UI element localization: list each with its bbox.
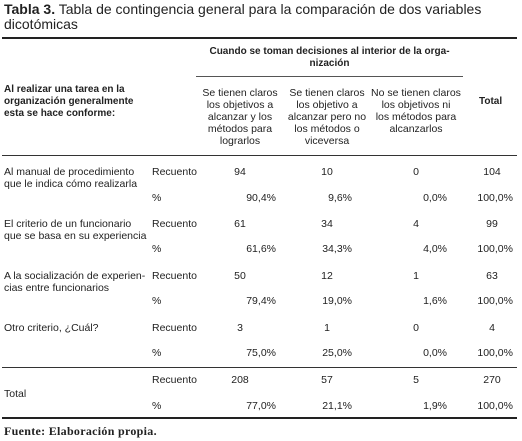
table-cell: 4: [489, 322, 495, 334]
total-pct-label: %: [152, 400, 162, 412]
col3-header-line3: los métodos para: [375, 111, 457, 123]
table-cell: 57: [321, 374, 333, 386]
row2-pct-label: %: [152, 243, 162, 255]
table-cell: 0: [413, 322, 419, 334]
table-cell: 34,3%: [322, 243, 352, 255]
table-cell: 90,4%: [246, 192, 276, 204]
table-cell: 270: [483, 374, 501, 386]
group-header-line2: nización: [309, 58, 350, 69]
table-cell: 0,0%: [423, 192, 447, 204]
table-cell: 1: [324, 322, 330, 334]
row2-label-line1: El criterio de un funcionario: [4, 218, 132, 230]
table-cell: 12: [321, 270, 333, 282]
row4-label-line1: Otro criterio, ¿Cuál?: [4, 322, 99, 334]
col1-header-line5: lograrlos: [219, 135, 261, 147]
table-cell: 94: [234, 166, 246, 178]
total-column-header: Total: [479, 96, 503, 107]
table-cell: 104: [483, 166, 501, 178]
col1-header-line1: Se tienen claros: [202, 87, 278, 99]
table-cell: 21,1%: [322, 400, 352, 412]
table-cell: 61,6%: [246, 243, 276, 255]
table-cell: 75,0%: [246, 347, 276, 359]
col1-header-line2: los objetivos a: [206, 99, 274, 111]
top-rule: [2, 37, 517, 39]
bottom-rule: [2, 417, 517, 419]
table-cell: 1: [413, 270, 419, 282]
table-cell: 0: [413, 166, 419, 178]
col2-header-line5: viceversa: [304, 135, 350, 147]
row1-label-line1: Al manual de procedimiento: [4, 166, 135, 178]
total-row-label: Total: [4, 388, 27, 400]
group-header-rule: [196, 76, 463, 77]
table-number: Tabla 3.: [4, 1, 56, 17]
row1-label-line2: que le indica cómo realizarla: [4, 178, 138, 190]
col3-header-line4: alcanzarlos: [389, 123, 443, 135]
row2-count-label: Recuento: [152, 218, 197, 230]
table-cell: 4,0%: [423, 243, 447, 255]
table-cell: 10: [321, 166, 333, 178]
table-cell: 25,0%: [322, 347, 352, 359]
row-variable-header-line2: organización generalmente: [4, 96, 134, 107]
col3-header-line2: los objetivos ni: [381, 99, 451, 111]
table-cell: 3: [237, 322, 243, 334]
table-cell: 208: [231, 374, 249, 386]
table-cell: 34: [321, 218, 333, 230]
table-title: Tabla de contingencia general para la co…: [4, 1, 482, 32]
source-note: Fuente: Elaboración propia.: [4, 424, 157, 438]
table-cell: 100,0%: [477, 347, 513, 359]
row3-pct-label: %: [152, 295, 162, 307]
total-top-rule: [2, 367, 517, 368]
table-cell: 0,0%: [423, 347, 447, 359]
col1-header-line4: métodos para: [207, 123, 273, 135]
row3-label-line1: A la socialización de experien-: [4, 270, 146, 282]
table-cell: 99: [486, 218, 498, 230]
table-caption: Tabla 3. Tabla de contingencia general p…: [4, 2, 518, 32]
table-cell: 100,0%: [477, 295, 513, 307]
col2-header-line2: los objetivo a: [296, 99, 358, 111]
table-cell: 61: [234, 218, 246, 230]
col3-header-line1: No se tienen claros: [371, 87, 461, 99]
row2-label-line2: que se basa en su experiencia: [4, 230, 147, 242]
row1-pct-label: %: [152, 192, 162, 204]
table-cell: 9,6%: [328, 192, 352, 204]
row4-pct-label: %: [152, 347, 162, 359]
table-cell: 100,0%: [477, 192, 513, 204]
row4-count-label: Recuento: [152, 322, 197, 334]
col2-header-line4: los métodos o: [294, 123, 360, 135]
table-cell: 19,0%: [322, 295, 352, 307]
table-cell: 1,6%: [423, 295, 447, 307]
total-count-label: Recuento: [152, 374, 197, 386]
table-cell: 63: [486, 270, 498, 282]
col2-header-line1: Se tienen claros: [289, 87, 365, 99]
table-cell: 100,0%: [477, 243, 513, 255]
table-cell: 5: [413, 374, 419, 386]
group-header-line1: Cuando se toman decisiones al interior d…: [209, 46, 450, 57]
col2-header-line3: alcanzar pero no: [287, 111, 367, 123]
table-cell: 1,9%: [423, 400, 447, 412]
table-cell: 100,0%: [477, 400, 513, 412]
row1-count-label: Recuento: [152, 166, 197, 178]
row3-count-label: Recuento: [152, 270, 197, 282]
row-variable-header-line1: Al realizar una tarea en la: [4, 84, 125, 95]
col1-header-line3: alcanzar y los: [207, 111, 273, 123]
header-bottom-rule: [2, 155, 517, 156]
table-cell: 79,4%: [246, 295, 276, 307]
table-cell: 50: [234, 270, 246, 282]
row-variable-header-line3: esta se hace conforme:: [4, 108, 116, 119]
row3-label-line2: cias entre funcionarios: [4, 282, 110, 294]
table-cell: 77,0%: [246, 400, 276, 412]
table-cell: 4: [413, 218, 419, 230]
